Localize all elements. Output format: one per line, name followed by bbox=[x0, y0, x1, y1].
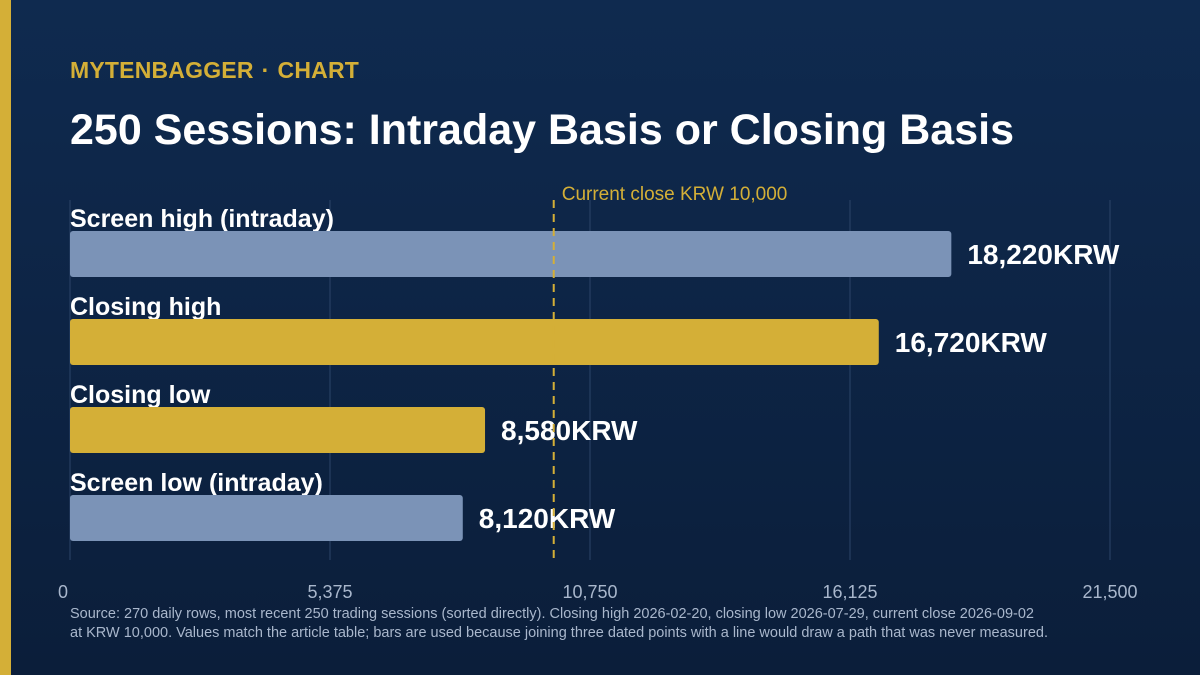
category-label: Closing high bbox=[70, 293, 221, 321]
category-label: Screen low (intraday) bbox=[70, 469, 323, 497]
data-label: 8,580KRW bbox=[501, 415, 638, 446]
brand-separator: · bbox=[261, 57, 270, 83]
data-label: 18,220KRW bbox=[967, 239, 1120, 270]
bar bbox=[70, 319, 879, 365]
data-label: 8,120KRW bbox=[479, 503, 616, 534]
x-tick-label: 21,500 bbox=[1082, 582, 1137, 602]
bar bbox=[70, 495, 463, 541]
bar bbox=[70, 407, 486, 453]
source-note: Source: 270 daily rows, most recent 250 … bbox=[70, 605, 1150, 643]
x-tick-label: 16,125 bbox=[822, 582, 877, 602]
category-label: Screen high (intraday) bbox=[70, 205, 334, 233]
accent-stripe bbox=[0, 0, 11, 675]
x-tick-label: 5,375 bbox=[307, 582, 352, 602]
x-tick-label: 0 bbox=[58, 582, 68, 602]
data-label: 16,720KRW bbox=[895, 327, 1048, 358]
chart-title: 250 Sessions: Intraday Basis or Closing … bbox=[70, 106, 1014, 154]
bar bbox=[70, 231, 952, 277]
x-tick-label: 10,750 bbox=[562, 582, 617, 602]
category-label: Closing low bbox=[70, 381, 211, 409]
reference-label: Current close KRW 10,000 bbox=[562, 184, 788, 205]
source-line-1: Source: 270 daily rows, most recent 250 … bbox=[70, 606, 1034, 622]
brand-section: CHART bbox=[277, 57, 360, 83]
source-line-2: at KRW 10,000. Values match the article … bbox=[70, 625, 1048, 641]
brand-name: MYTENBAGGER bbox=[70, 57, 254, 83]
brand-line: MYTENBAGGER · CHART bbox=[70, 57, 359, 84]
